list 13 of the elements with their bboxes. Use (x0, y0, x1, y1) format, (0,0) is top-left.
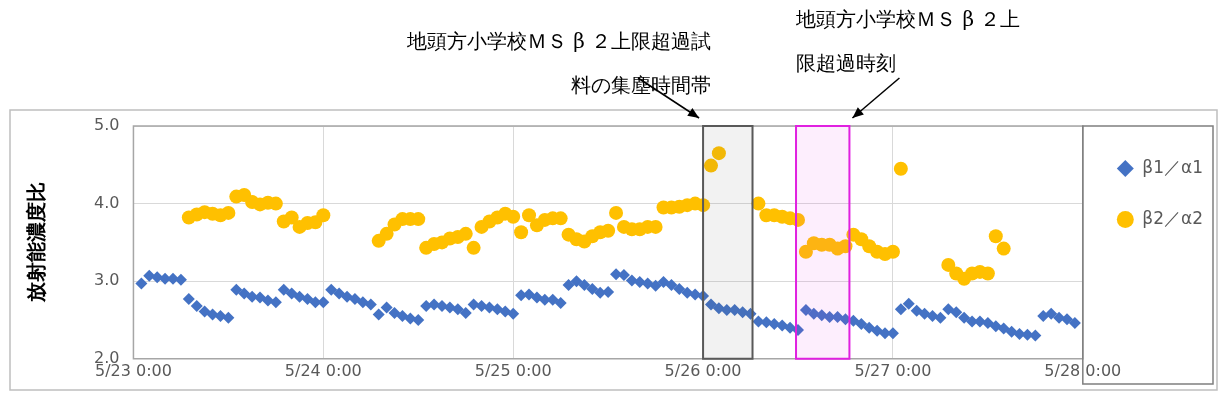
y-tick-label: 4.0 (93, 192, 120, 212)
x-tick-label: 5/28 0:00 (1044, 360, 1122, 380)
x-tick-label: 5/24 0:00 (284, 360, 362, 380)
x-tick-label: 5/26 0:00 (664, 360, 742, 380)
x-tick-label: 5/25 0:00 (474, 360, 552, 380)
legend-label: β1／α1 (1142, 156, 1203, 177)
y-tick-label: 5.0 (93, 115, 120, 135)
y-tick-label: 3.0 (93, 270, 120, 290)
legend-label: β2／α2 (1142, 207, 1203, 228)
band-label: 地頭方小学校ＭＳ β ２上限超過時刻 (795, 7, 1021, 76)
band-label: 地頭方小学校ＭＳ β ２上限超過試料の集塵時間帯 (405, 29, 712, 98)
y-axis-title: 放射能濃度比 (24, 182, 49, 304)
x-tick-label: 5/27 0:00 (854, 360, 932, 380)
